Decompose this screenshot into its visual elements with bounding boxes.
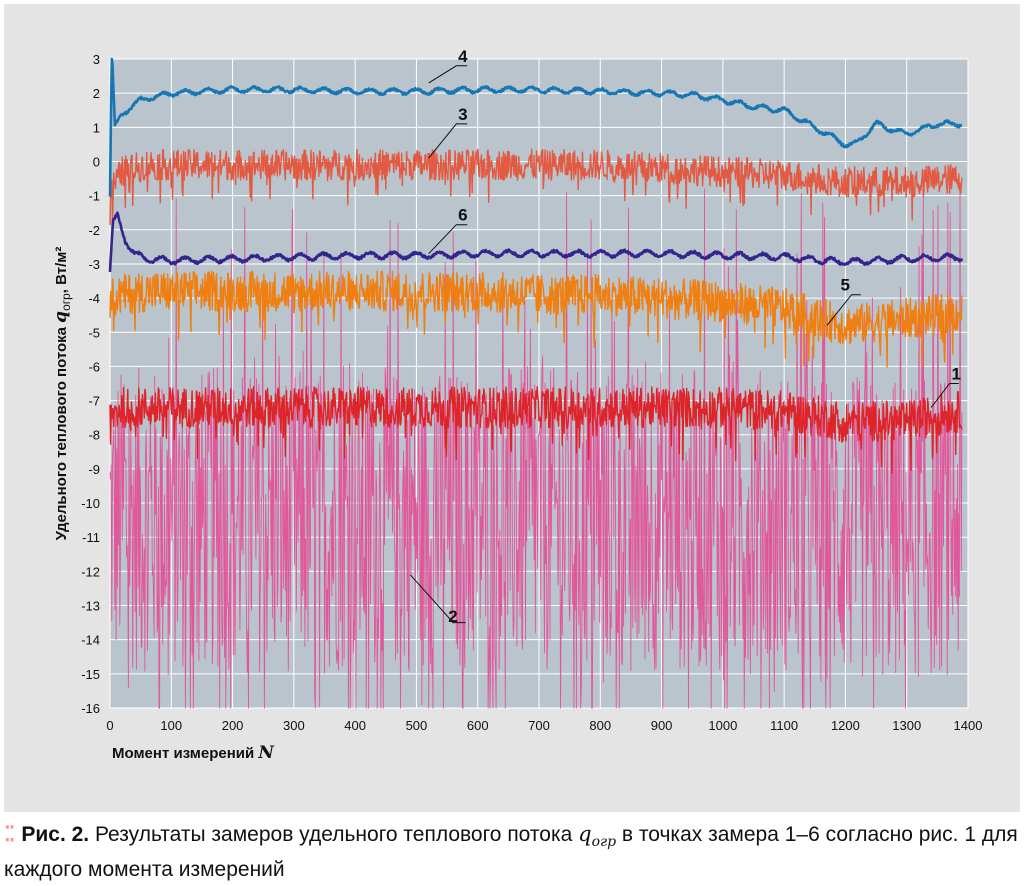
y-tick-label: -1 — [88, 189, 100, 204]
x-tick-label: 1300 — [892, 718, 921, 733]
y-axis-variable: q — [51, 311, 71, 323]
series-line-1 — [109, 386, 963, 474]
x-tick-label: 500 — [406, 718, 428, 733]
caption-q-subscript: огр — [591, 834, 617, 851]
y-tick-label: -14 — [81, 633, 100, 648]
y-tick-label: -15 — [81, 667, 100, 682]
y-tick-label: -5 — [88, 325, 100, 340]
x-axis-title: Момент измерений N — [112, 743, 275, 763]
x-tick-label: 100 — [160, 718, 182, 733]
x-tick-label: 900 — [651, 718, 673, 733]
series-label-1: 1 — [951, 365, 960, 384]
y-tick-label: -12 — [81, 564, 100, 579]
series-labels: 4 3 6 5 1 2 — [409, 47, 961, 626]
x-tick-label: 0 — [106, 718, 113, 733]
series-label-3: 3 — [458, 105, 467, 124]
caption-q-symbol: q — [578, 822, 592, 846]
x-tick-label: 700 — [528, 718, 550, 733]
series-label-5: 5 — [841, 276, 850, 295]
y-tick-label: -8 — [88, 428, 100, 443]
chart: 4 3 6 5 1 2 3 2 1 0 -1 -2 -3 -4 -5 -6 -7 -8 -9 -10 -11 -12 -1… — [51, 47, 982, 763]
caption-figure-label: Рис. 2. — [21, 823, 90, 846]
y-tick-label: -10 — [81, 496, 100, 511]
y-axis-title: Удельного теплового потока qогр, Вт/м² — [51, 247, 73, 541]
x-tick-label: 1200 — [831, 718, 860, 733]
label-leader-5 — [826, 294, 861, 326]
label-leader-3 — [428, 123, 468, 159]
y-tick-label: -4 — [88, 291, 100, 306]
series-line-5 — [109, 270, 963, 368]
series-line-2 — [109, 182, 963, 709]
y-axis-unit: , Вт/м² — [53, 247, 70, 294]
series-line-3 — [109, 148, 963, 225]
label-leader-1 — [930, 383, 959, 408]
y-tick-label: 0 — [93, 154, 100, 169]
y-tick-label: -16 — [81, 701, 100, 716]
axis-ticks: 3 2 1 0 -1 -2 -3 -4 -5 -6 -7 -8 -9 -10 -11 -12 -13 -14 -15… — [81, 52, 982, 733]
y-tick-label: -6 — [88, 359, 100, 374]
y-tick-label: 1 — [93, 120, 100, 135]
series-group — [108, 57, 964, 709]
label-leader-6 — [428, 224, 468, 255]
x-tick-label: 300 — [283, 718, 305, 733]
series-line-6 — [108, 211, 964, 272]
y-tick-label: -7 — [88, 394, 100, 409]
y-tick-label: -13 — [81, 599, 100, 614]
series-label-2: 2 — [448, 607, 457, 626]
x-tick-label: 1100 — [770, 718, 798, 733]
x-tick-label: 800 — [589, 718, 611, 733]
x-axis-variable: N — [257, 743, 275, 763]
series-label-6: 6 — [458, 206, 467, 225]
y-tick-label: -11 — [82, 530, 100, 545]
label-leader-4 — [428, 65, 468, 84]
caption-bullet-icon: ⁚⁚ — [4, 823, 15, 846]
x-tick-label: 200 — [222, 718, 244, 733]
figure-caption: ⁚⁚ Рис. 2. Результаты замеров удельного т… — [4, 820, 1020, 884]
caption-text-before: Результаты замеров удельного теплового п… — [89, 823, 579, 846]
series-label-4: 4 — [458, 47, 468, 66]
y-tick-label: -3 — [88, 257, 100, 272]
y-tick-label: -2 — [88, 223, 100, 238]
figure-panel: 4 3 6 5 1 2 3 2 1 0 -1 -2 -3 -4 -5 -6 -7 -8 -9 -10 -11 -12 -1… — [4, 4, 1020, 812]
x-tick-label: 600 — [467, 718, 489, 733]
x-tick-label: 1400 — [954, 718, 983, 733]
y-tick-label: 3 — [93, 52, 100, 67]
caption-text-after: в точках замера 1–6 согласно рис. 1 для … — [4, 823, 1018, 882]
x-tick-label: 1000 — [708, 718, 737, 733]
y-axis-subscript: огр — [59, 293, 73, 311]
y-tick-label: -9 — [88, 462, 100, 477]
series-line-4 — [108, 57, 963, 197]
label-leader-2 — [409, 574, 466, 624]
x-tick-label: 400 — [344, 718, 366, 733]
y-tick-label: 2 — [93, 86, 100, 101]
